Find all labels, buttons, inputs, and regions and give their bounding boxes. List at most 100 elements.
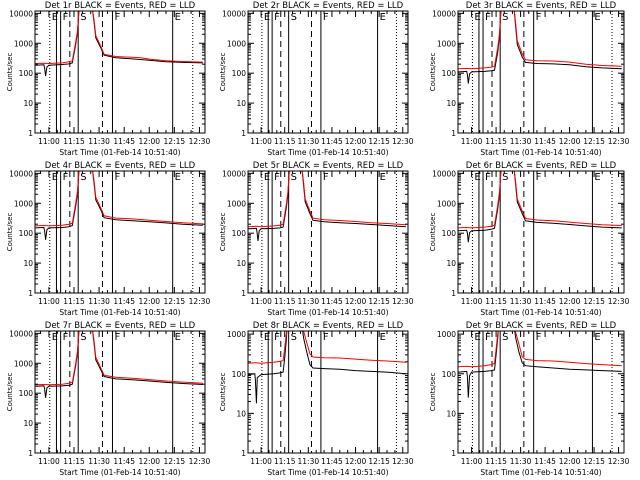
interval-marker-label: S xyxy=(502,12,508,23)
x-tick-label: 12:15 xyxy=(164,297,186,306)
y-tick-label: 1 xyxy=(28,129,33,138)
y-tick-label: 100 xyxy=(442,370,457,379)
y-axis-label: Counts/sec xyxy=(219,53,227,92)
plot-frame xyxy=(247,170,409,294)
y-axis-label: Counts/sec xyxy=(429,373,437,412)
series-line-lld xyxy=(458,171,622,229)
x-tick-label: 12:30 xyxy=(392,137,414,146)
y-tick-label: 100 xyxy=(19,69,34,78)
interval-marker-label: F xyxy=(536,172,542,183)
x-tick-label: 11:00 xyxy=(461,137,483,146)
x-axis-label: Start Time (01-Feb-14 10:51:40) xyxy=(267,468,388,477)
y-axis-label: Counts/sec xyxy=(219,373,227,412)
interval-marker-label: E xyxy=(380,332,386,343)
interval-marker-label: S xyxy=(291,332,297,343)
plot-area xyxy=(458,171,622,293)
x-tick-label: 11:00 xyxy=(250,297,272,306)
x-tick-label: 12:00 xyxy=(138,457,160,466)
series-line-lld xyxy=(248,331,406,364)
x-tick-label: 11:45 xyxy=(113,297,135,306)
interval-marker-label: F xyxy=(536,332,542,343)
x-tick-label: 11:15 xyxy=(274,297,296,306)
y-tick-label: 10000 xyxy=(222,169,246,178)
y-tick-label: 1000 xyxy=(227,330,246,339)
y-axis-label: Counts/sec xyxy=(6,53,14,92)
y-tick-label: 10000 xyxy=(432,169,456,178)
plot-area xyxy=(458,11,622,133)
x-tick-label: 11:30 xyxy=(88,137,110,146)
interval-marker-label: E xyxy=(264,172,270,183)
y-tick-label: 1000 xyxy=(437,330,456,339)
y-tick-label: 10 xyxy=(23,99,33,108)
interval-marker-label: F xyxy=(485,12,491,23)
plot-frame xyxy=(457,10,625,134)
interval-marker-label: S xyxy=(502,332,508,343)
y-tick-label: 1000 xyxy=(227,199,246,208)
x-tick-label: 12:30 xyxy=(608,297,630,306)
x-axis-label: Start Time (01-Feb-14 10:51:40) xyxy=(267,148,388,157)
x-tick-label: 11:00 xyxy=(38,457,60,466)
x-tick-label: 12:00 xyxy=(559,457,581,466)
y-tick-label: 1000 xyxy=(14,39,33,48)
x-tick-label: 11:30 xyxy=(298,137,320,146)
interval-marker-label: E xyxy=(380,12,386,23)
y-axis-label: Counts/sec xyxy=(429,213,437,252)
interval-marker-label: E xyxy=(264,332,270,343)
x-tick-label: 12:00 xyxy=(345,297,367,306)
series-line-events xyxy=(458,331,622,398)
x-tick-label: 11:30 xyxy=(510,137,532,146)
y-tick-label: 1 xyxy=(451,449,456,458)
x-tick-label: 11:15 xyxy=(485,457,507,466)
interval-marker-label: S xyxy=(291,12,297,23)
interval-marker-label: F xyxy=(323,332,329,343)
chart-title: Det 4r BLACK = Events, RED = LLD xyxy=(45,161,196,171)
y-tick-label: 100 xyxy=(442,229,457,238)
interval-marker-label: E xyxy=(594,332,600,343)
interval-marker-label: F xyxy=(63,172,69,183)
y-tick-label: 100 xyxy=(232,370,247,379)
x-tick-label: 12:15 xyxy=(164,137,186,146)
series-line-lld xyxy=(35,11,203,65)
plot-frame xyxy=(34,10,206,134)
y-tick-label: 10000 xyxy=(9,169,33,178)
y-tick-label: 10 xyxy=(236,409,246,418)
x-tick-label: 12:30 xyxy=(608,457,630,466)
x-tick-label: 12:15 xyxy=(368,297,390,306)
interval-marker-label: E xyxy=(175,12,181,23)
x-tick-label: 12:15 xyxy=(583,137,605,146)
interval-marker-label: F xyxy=(114,12,120,23)
chart-title: Det 7r BLACK = Events, RED = LLD xyxy=(45,321,196,331)
plot-frame xyxy=(457,330,625,454)
interval-marker-label: S xyxy=(80,12,86,23)
interval-marker-label: E xyxy=(474,332,480,343)
interval-marker-label: E xyxy=(380,172,386,183)
x-axis-label: Start Time (01-Feb-14 10:51:40) xyxy=(267,308,388,317)
x-tick-label: 11:30 xyxy=(88,297,110,306)
x-axis-label: Start Time (01-Feb-14 10:51:40) xyxy=(59,148,180,157)
x-tick-label: 12:00 xyxy=(345,457,367,466)
interval-marker-label: E xyxy=(594,12,600,23)
x-tick-label: 12:00 xyxy=(138,137,160,146)
x-tick-label: 12:30 xyxy=(392,457,414,466)
x-tick-label: 12:15 xyxy=(583,297,605,306)
x-axis-label: Start Time (01-Feb-14 10:51:40) xyxy=(59,468,180,477)
chart-title: Det 1r BLACK = Events, RED = LLD xyxy=(45,1,196,11)
y-tick-label: 100 xyxy=(442,69,457,78)
x-tick-label: 11:00 xyxy=(38,297,60,306)
plot-frame xyxy=(34,330,206,454)
y-axis-label: Counts/sec xyxy=(6,213,14,252)
y-tick-label: 10 xyxy=(446,259,456,268)
interval-marker-label: F xyxy=(114,332,120,343)
x-tick-label: 11:45 xyxy=(534,457,556,466)
x-tick-label: 11:00 xyxy=(250,137,272,146)
x-tick-label: 12:15 xyxy=(583,457,605,466)
y-tick-label: 10000 xyxy=(222,9,246,18)
x-tick-label: 11:45 xyxy=(321,137,343,146)
x-tick-label: 11:15 xyxy=(63,137,85,146)
chart-title: Det 9r BLACK = Events, RED = LLD xyxy=(466,321,617,331)
